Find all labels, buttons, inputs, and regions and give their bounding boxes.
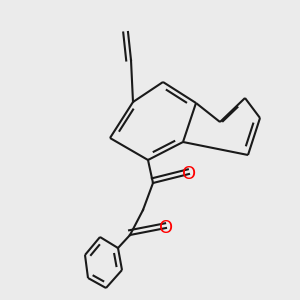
Text: O: O bbox=[159, 219, 173, 237]
Text: O: O bbox=[182, 165, 196, 183]
